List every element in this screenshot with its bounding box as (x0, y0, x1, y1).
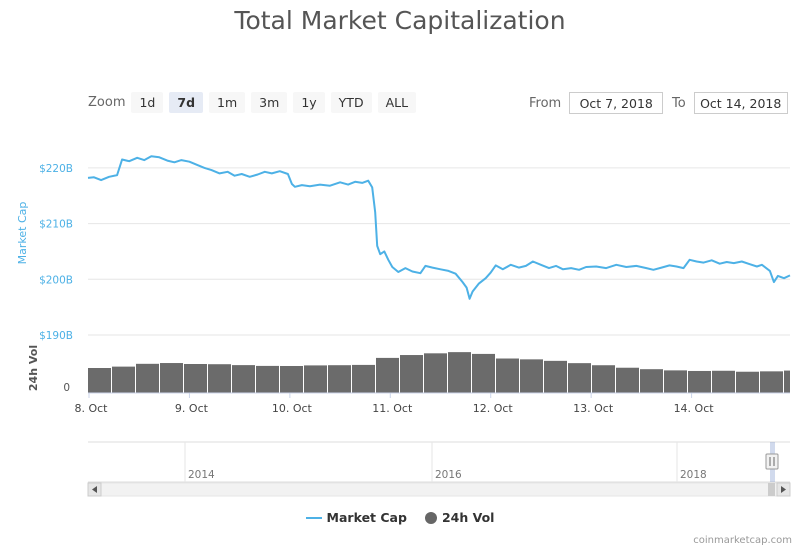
volume-bar (256, 365, 279, 393)
navigator-tick-label: 2018 (680, 469, 707, 481)
volume-bar (592, 365, 615, 393)
zoom-ytd-button[interactable]: YTD (330, 92, 372, 113)
scroll-right-arrow (781, 486, 786, 493)
volume-bar (448, 352, 471, 393)
navigator-tick-label: 2014 (188, 469, 215, 481)
navigator-handle (765, 453, 779, 470)
volume-bar (640, 369, 663, 393)
from-label: From (529, 95, 562, 111)
volume-bar (232, 365, 255, 393)
from-date-input[interactable] (569, 92, 664, 114)
volume-bar (496, 358, 519, 393)
volume-bar (112, 366, 135, 393)
range-from: From (529, 92, 664, 114)
volume-tick-label: 0 (63, 382, 70, 394)
volume-bar (520, 359, 543, 393)
y-tick-label: $200B (39, 274, 73, 286)
to-label: To (672, 95, 686, 111)
y-tick-label: $210B (39, 219, 73, 231)
volume-bar (280, 365, 303, 393)
volume-bar (544, 360, 567, 393)
legend-line-marker (305, 516, 322, 519)
volume-bar (376, 357, 399, 393)
volume-bar (136, 363, 159, 393)
volume-bar (208, 364, 231, 393)
x-tick-label: 14. Oct (674, 402, 715, 415)
volume-bar (688, 370, 711, 393)
legend-item-market-cap[interactable]: Market Cap (305, 510, 407, 525)
zoom-7d-button[interactable]: 7d (169, 92, 204, 113)
zoom-all-button[interactable]: ALL (377, 92, 417, 113)
scrollbar-track (87, 482, 791, 497)
y-axis-title: Market Cap (16, 202, 29, 265)
volume-axis-title: 24h Vol (27, 345, 40, 391)
legend-dot-marker (424, 511, 437, 524)
x-tick-label: 11. Oct (372, 402, 413, 415)
legend: Market Cap 24h Vol (0, 510, 800, 525)
x-tick-label: 10. Oct (272, 402, 313, 415)
y-tick-label: $190B (39, 330, 73, 342)
volume-bar (712, 370, 735, 393)
zoom-1m-button[interactable]: 1m (209, 92, 246, 113)
scroll-left-arrow (92, 486, 97, 493)
volume-bar (664, 370, 687, 393)
volume-bar (352, 364, 375, 393)
volume-bar (784, 370, 790, 393)
volume-bar (328, 365, 351, 393)
legend-label-volume: 24h Vol (441, 510, 495, 525)
legend-label-market-cap: Market Cap (326, 510, 407, 525)
volume-bar (88, 368, 111, 393)
volume-bar (760, 371, 783, 393)
credit-text: coinmarketcap.com (693, 535, 792, 546)
market-cap-line (87, 155, 791, 300)
legend-item-volume[interactable]: 24h Vol (424, 510, 495, 525)
navigator-tick-label: 2016 (435, 469, 462, 481)
scrollbar-thumb (768, 483, 775, 496)
volume-bar (184, 364, 207, 393)
zoom-1d-button[interactable]: 1d (131, 92, 164, 113)
zoom-bar: Zoom 1d 7d 1m 3m 1y YTD ALL (88, 92, 422, 113)
volume-bar (400, 355, 423, 393)
volume-bar (160, 363, 183, 393)
y-tick-label: $220B (39, 163, 73, 175)
volume-bar (568, 363, 591, 393)
zoom-3m-button[interactable]: 3m (251, 92, 288, 113)
volume-bar (424, 353, 447, 393)
volume-bar (304, 365, 327, 393)
x-tick-label: 9. Oct (175, 402, 209, 415)
volume-bar (616, 367, 639, 393)
x-tick-label: 8. Oct (74, 402, 108, 415)
zoom-1y-button[interactable]: 1y (293, 92, 325, 113)
x-tick-label: 12. Oct (473, 402, 514, 415)
x-tick-label: 13. Oct (573, 402, 614, 415)
to-date-input[interactable] (693, 92, 788, 114)
volume-bar (472, 353, 495, 393)
range-to: To (672, 92, 788, 114)
chart-title: Total Market Capitalization (234, 6, 566, 35)
volume-bar (736, 371, 759, 393)
zoom-label: Zoom (88, 95, 126, 110)
